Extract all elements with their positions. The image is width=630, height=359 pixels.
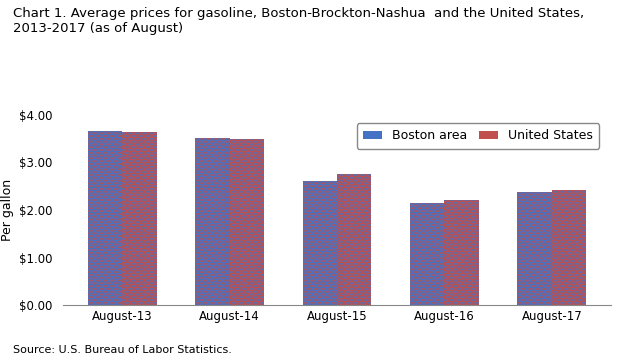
Bar [195,138,230,305]
Text: Chart 1. Average prices for gasoline, Boston-Brockton-Nashua  and the United Sta: Chart 1. Average prices for gasoline, Bo… [13,7,584,35]
Bar [552,190,586,305]
Bar [337,174,372,305]
Bar [517,192,552,305]
Y-axis label: Per gallon: Per gallon [1,179,13,241]
Bar [88,131,122,305]
Bar [230,139,264,305]
Bar [122,132,157,305]
Legend: Boston area, United States: Boston area, United States [357,123,599,149]
Bar [517,192,552,305]
Bar [195,138,230,305]
Bar [410,203,444,305]
Bar [88,131,122,305]
Text: Source: U.S. Bureau of Labor Statistics.: Source: U.S. Bureau of Labor Statistics. [13,345,231,355]
Bar [444,200,479,305]
Bar [410,203,444,305]
Bar [337,174,372,305]
Bar [552,190,586,305]
Bar [230,139,264,305]
Bar [302,181,337,305]
Bar [444,200,479,305]
Bar [122,132,157,305]
Bar [302,181,337,305]
